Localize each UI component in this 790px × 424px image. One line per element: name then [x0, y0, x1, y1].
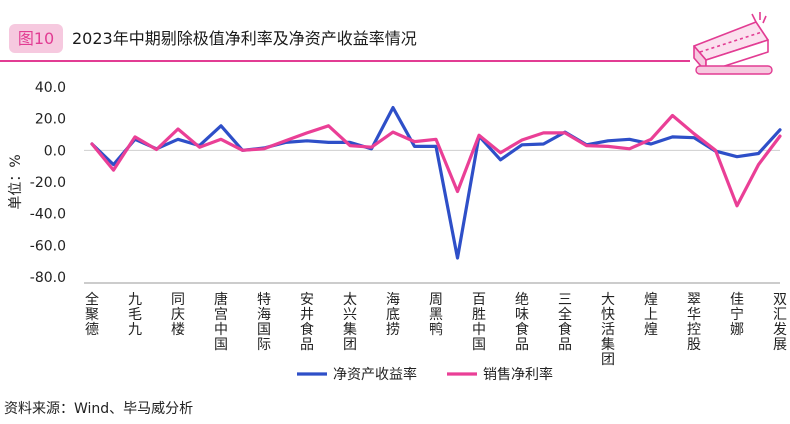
x-tick-label: 唐宫中国: [214, 291, 228, 353]
x-axis: 全聚德 九毛九 同庆楼 唐宫中国 特海国际 安井食品 太兴集团 海底捞 周黑鸭 百胜中国 绝味食品 三…: [84, 149, 787, 368]
figure-header: 图10 2023年中期剔除极值净利率及净资产收益率情况: [0, 0, 790, 75]
x-tick-label: 特海国际: [257, 292, 271, 353]
x-tick-label: 三全食品: [558, 292, 572, 353]
y-axis-label: 单位：%: [8, 154, 24, 209]
x-tick-label: 煌上煌: [644, 292, 658, 338]
x-tick-label: 佳宁娜: [730, 292, 744, 338]
cake-slice-icon: [693, 12, 773, 75]
legend: 净资产收益率 销售净利率: [297, 366, 553, 383]
x-tick-label: 安井食品: [300, 292, 314, 353]
y-tick-label: 20.0: [35, 112, 66, 128]
source-note: 资料来源：Wind、毕马威分析: [4, 401, 194, 417]
x-tick-label: 海底捞: [386, 292, 400, 338]
x-tick-label: 双汇发展: [773, 292, 787, 353]
x-tick-label: 绝味食品: [515, 292, 529, 353]
series-layer: [90, 105, 782, 260]
y-tick-label: 40.0: [35, 80, 66, 96]
chart-title: 2023年中期剔除极值净利率及净资产收益率情况: [72, 29, 417, 48]
x-tick-label: 周黑鸭: [429, 292, 443, 338]
legend-label: 销售净利率: [483, 366, 553, 383]
y-tick-label: -20.0: [30, 175, 66, 191]
y-tick-label: -60.0: [30, 238, 66, 254]
y-axis: 40.0 20.0 0.0 -20.0 -40.0 -60.0 -80.0 单位：%: [8, 80, 66, 286]
y-tick-label: 0.0: [44, 143, 66, 159]
x-tick-label: 太兴集团: [343, 292, 357, 353]
legend-label: 净资产收益率: [333, 366, 417, 383]
x-tick-label: 九毛九: [128, 292, 142, 338]
x-tick-label: 翠华控股: [687, 292, 701, 353]
figure-number-badge: 图10: [9, 24, 63, 53]
line-chart: 40.0 20.0 0.0 -20.0 -40.0 -60.0 -80.0 单位：% 全聚德 九…: [8, 80, 787, 383]
x-tick-label: 全聚德: [85, 291, 99, 338]
series-line-net-margin: [90, 113, 782, 208]
y-tick-label: -80.0: [30, 270, 66, 286]
x-tick-label: 同庆楼: [171, 292, 185, 338]
header-divider: [0, 60, 690, 62]
series-line-roe: [90, 105, 782, 260]
y-tick-label: -40.0: [30, 207, 66, 223]
x-tick-label: 百胜中国: [472, 292, 486, 353]
x-tick-label: 大快活集团: [601, 292, 615, 368]
